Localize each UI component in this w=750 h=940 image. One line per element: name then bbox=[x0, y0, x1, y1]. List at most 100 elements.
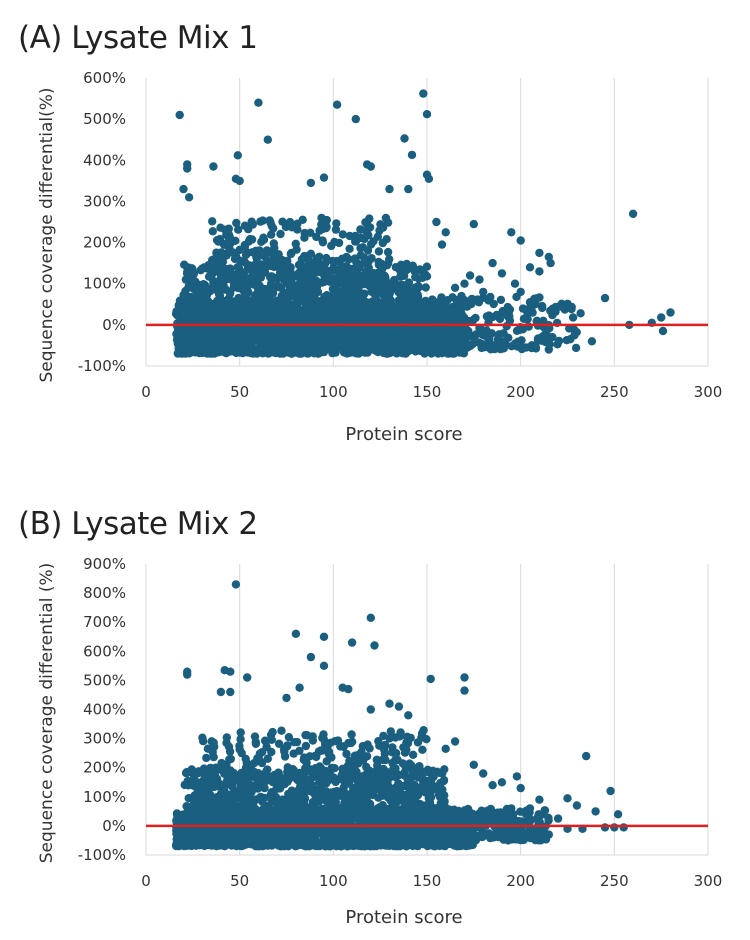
data-point bbox=[201, 316, 210, 326]
chart-panel-b: (B) Lysate Mix 2 0 50 100 150 200 250 300 -100%… bbox=[0, 500, 750, 940]
data-point bbox=[240, 221, 250, 230]
data-point bbox=[225, 244, 234, 254]
data-point bbox=[267, 296, 277, 306]
data-point bbox=[395, 299, 404, 309]
data-point bbox=[378, 238, 387, 248]
data-point bbox=[360, 272, 369, 281]
data-point bbox=[428, 295, 437, 304]
data-point bbox=[309, 347, 318, 356]
data-point bbox=[399, 313, 409, 322]
data-point bbox=[236, 256, 245, 265]
chart-title: (B) Lysate Mix 2 bbox=[18, 506, 258, 542]
chart-title: (A) Lysate Mix 1 bbox=[18, 20, 258, 56]
data-point bbox=[232, 218, 241, 228]
data-point bbox=[398, 839, 407, 848]
data-point bbox=[467, 294, 477, 304]
data-point bbox=[571, 343, 581, 353]
data-point bbox=[488, 312, 497, 322]
data-point bbox=[277, 255, 286, 265]
data-point bbox=[398, 332, 407, 341]
data-point bbox=[308, 327, 317, 336]
data-point bbox=[181, 275, 191, 284]
data-point bbox=[220, 348, 229, 357]
data-point bbox=[258, 349, 267, 358]
data-point bbox=[462, 302, 472, 311]
data-point bbox=[465, 271, 475, 280]
data-point bbox=[328, 284, 338, 294]
data-point bbox=[327, 241, 336, 251]
data-point bbox=[321, 275, 330, 284]
data-point bbox=[354, 298, 363, 308]
data-point bbox=[210, 315, 219, 325]
data-point bbox=[224, 237, 233, 247]
data-point bbox=[209, 279, 218, 288]
data-point bbox=[657, 313, 666, 322]
data-point bbox=[312, 282, 322, 291]
data-point bbox=[332, 100, 342, 109]
data-point bbox=[317, 213, 326, 223]
data-point bbox=[525, 298, 535, 307]
data-point bbox=[523, 315, 532, 324]
data-point bbox=[307, 273, 317, 283]
data-point bbox=[600, 293, 610, 303]
data-point bbox=[406, 303, 416, 312]
data-point bbox=[229, 837, 238, 846]
data-point bbox=[306, 228, 315, 237]
data-point bbox=[285, 217, 295, 227]
data-point bbox=[535, 267, 544, 276]
axis-ticks: 0 50 100 150 200 250 300-100%0%100%200%300%400… bbox=[78, 69, 723, 401]
data-point bbox=[356, 225, 365, 234]
data-point bbox=[383, 247, 393, 257]
data-points bbox=[171, 580, 628, 851]
data-point bbox=[385, 288, 395, 297]
data-point bbox=[546, 258, 555, 268]
data-point bbox=[562, 336, 571, 345]
data-point bbox=[404, 327, 413, 336]
data-point bbox=[254, 252, 263, 261]
data-point bbox=[409, 296, 418, 305]
data-point bbox=[366, 240, 376, 249]
data-point bbox=[254, 98, 263, 107]
data-point bbox=[335, 339, 344, 348]
data-point bbox=[318, 311, 327, 320]
data-point bbox=[375, 302, 384, 312]
data-point bbox=[348, 274, 357, 283]
data-point bbox=[306, 249, 316, 258]
data-point bbox=[448, 293, 457, 302]
data-point bbox=[666, 308, 675, 317]
data-point bbox=[218, 257, 228, 266]
data-point bbox=[351, 340, 361, 349]
data-point bbox=[291, 298, 301, 307]
data-point bbox=[554, 336, 564, 346]
data-point bbox=[363, 220, 372, 230]
data-point bbox=[214, 237, 223, 246]
data-point bbox=[469, 219, 478, 229]
data-point bbox=[446, 307, 456, 317]
data-point bbox=[203, 330, 212, 339]
data-point bbox=[512, 326, 522, 335]
data-point bbox=[269, 314, 279, 323]
data-point bbox=[180, 260, 189, 269]
data-point bbox=[291, 310, 300, 319]
data-point bbox=[507, 228, 516, 237]
data-point bbox=[247, 217, 256, 226]
data-point bbox=[429, 325, 438, 335]
data-point bbox=[337, 254, 347, 263]
data-point bbox=[248, 248, 257, 257]
data-point bbox=[275, 268, 285, 277]
data-point bbox=[271, 346, 280, 356]
data-point bbox=[486, 345, 495, 354]
data-point bbox=[456, 344, 465, 353]
data-point bbox=[225, 289, 235, 298]
data-point bbox=[323, 332, 333, 342]
grid-lines bbox=[145, 564, 709, 856]
data-point bbox=[557, 300, 567, 310]
data-point bbox=[179, 332, 188, 341]
data-point bbox=[290, 332, 299, 342]
data-point bbox=[285, 265, 294, 275]
data-point bbox=[373, 232, 382, 241]
data-point bbox=[184, 193, 194, 202]
data-point bbox=[263, 135, 272, 144]
data-point bbox=[245, 235, 255, 244]
data-point bbox=[348, 264, 357, 274]
